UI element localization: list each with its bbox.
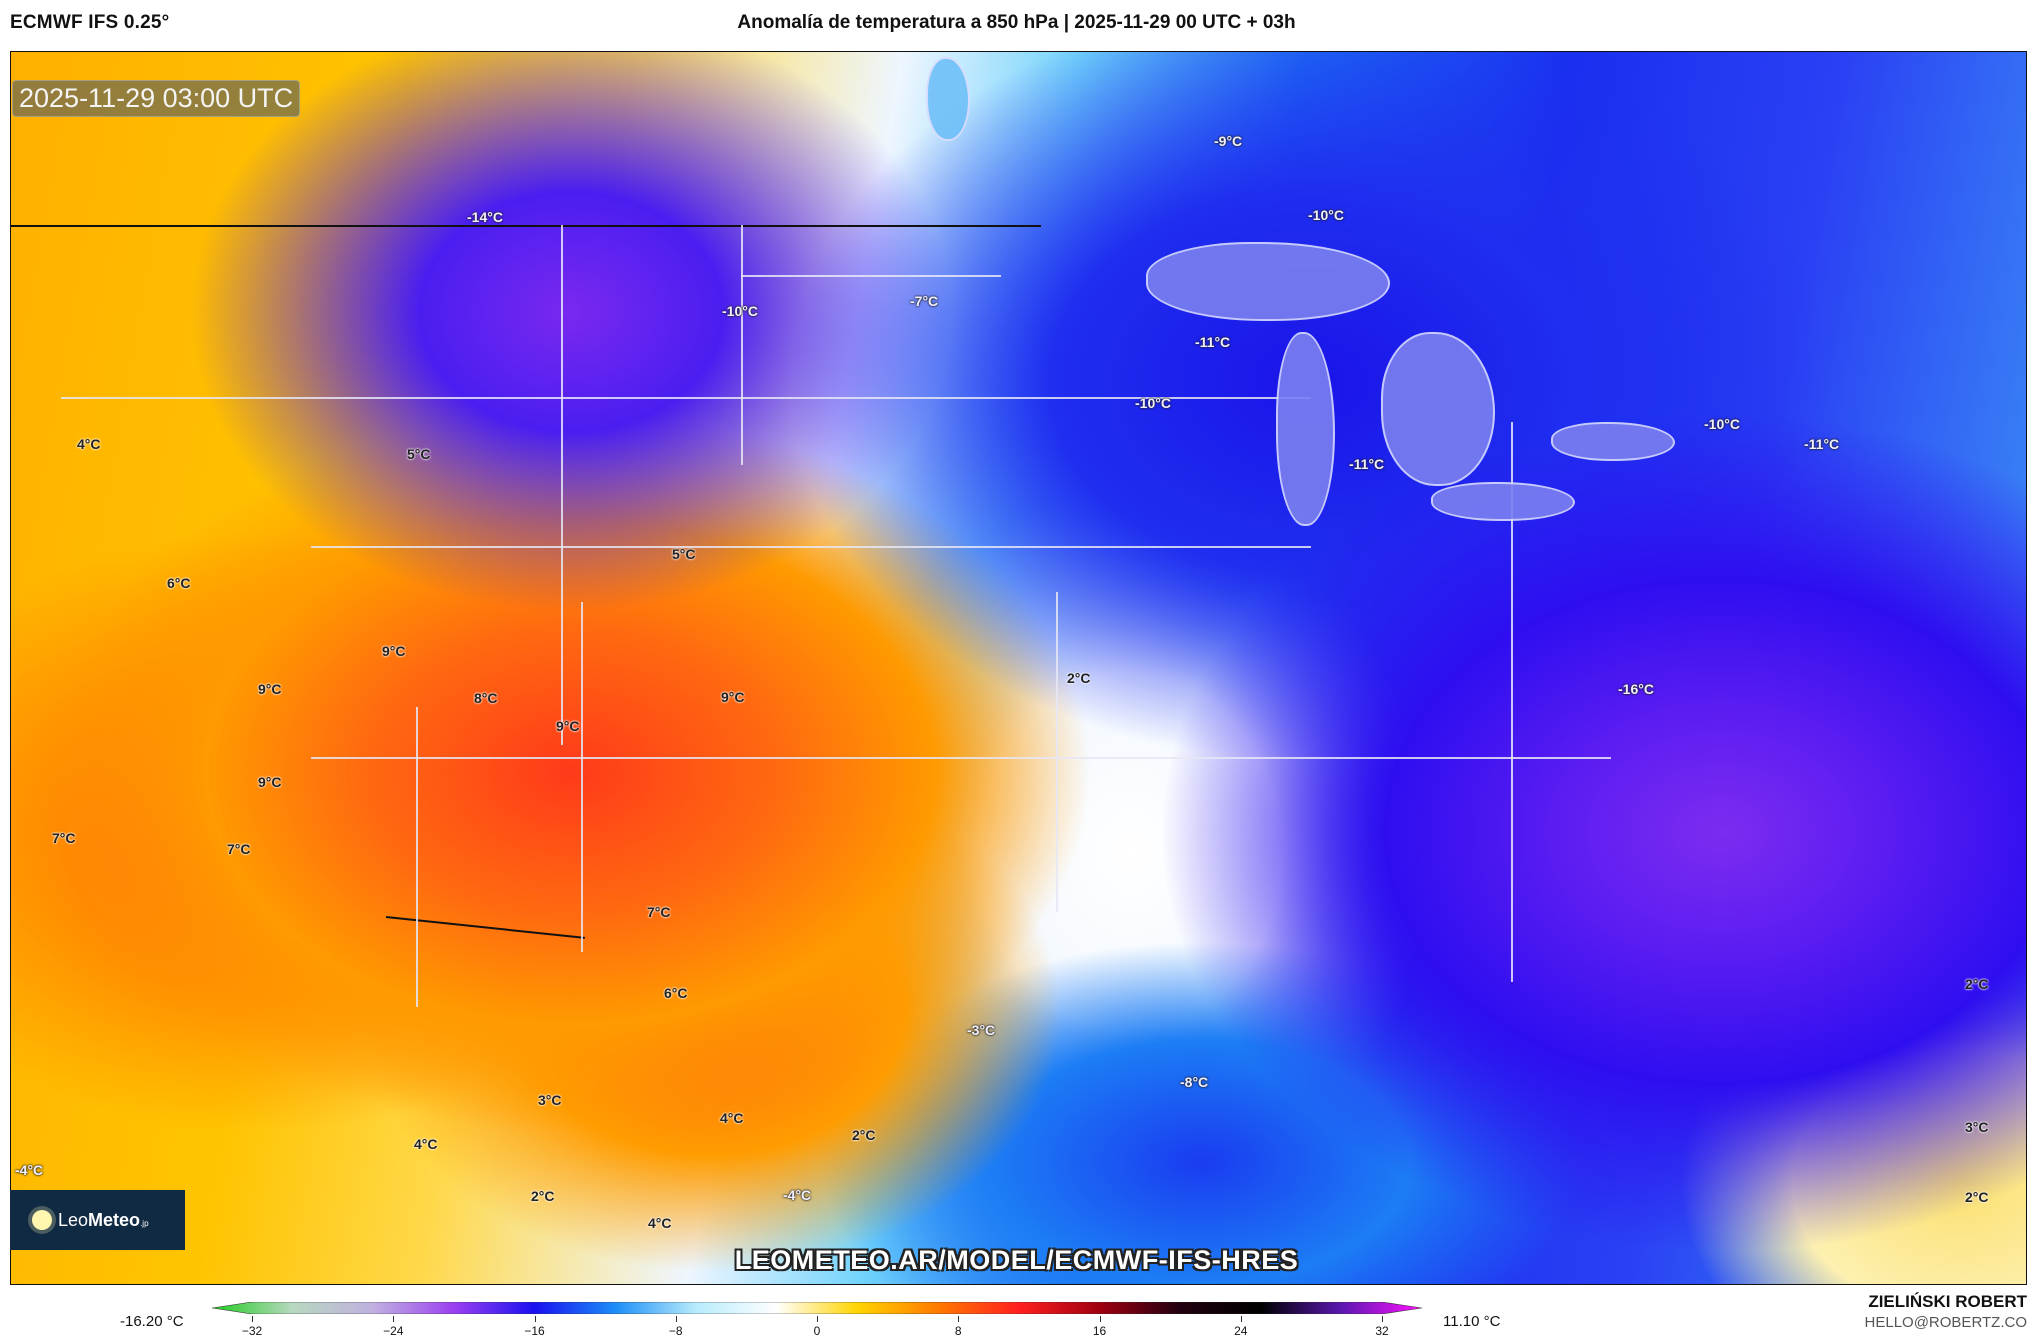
state-line xyxy=(61,397,1311,399)
temperature-label: 2°C xyxy=(1067,670,1091,686)
temperature-label: 7°C xyxy=(227,841,251,857)
valid-time-badge: 2025-11-29 03:00 UTC xyxy=(12,80,301,117)
lake-winnipeg xyxy=(926,57,970,141)
temperature-label: -7°C xyxy=(910,293,939,309)
temperature-label: -4°C xyxy=(15,1162,44,1178)
chart-title: Anomalía de temperatura a 850 hPa | 2025… xyxy=(737,12,1296,33)
colorbar-min-label: -16.20 °C xyxy=(120,1313,184,1330)
state-line xyxy=(561,225,563,745)
state-line xyxy=(1056,592,1058,912)
colorbar-tick-label: −8 xyxy=(668,1324,683,1338)
sun-icon xyxy=(32,1210,52,1230)
colorbar-tick xyxy=(958,1316,960,1322)
colorbar-tick-label: 24 xyxy=(1234,1324,1248,1338)
temperature-label: -3°C xyxy=(967,1022,996,1038)
colorbar-tick xyxy=(675,1316,677,1322)
temperature-label: -14°C xyxy=(467,209,503,225)
lake-huron xyxy=(1381,332,1495,486)
temperature-label: 6°C xyxy=(167,575,191,591)
colorbar-tick-label: −24 xyxy=(383,1324,404,1338)
temperature-label: -11°C xyxy=(1804,436,1840,452)
colorbar-tick-label: 32 xyxy=(1375,1324,1389,1338)
source-url-watermark: LEOMETEO.AR/MODEL/ECMWF-IFS-HRES xyxy=(734,1245,1299,1275)
colorbar-tick xyxy=(817,1316,818,1322)
colorbar-tick xyxy=(1382,1316,1383,1322)
temperature-label: 6°C xyxy=(664,985,688,1001)
colorbar-tick xyxy=(393,1316,395,1322)
temperature-label: 9°C xyxy=(382,643,406,659)
lake-erie xyxy=(1431,482,1575,521)
temperature-label: 4°C xyxy=(648,1215,672,1231)
temperature-label: 2°C xyxy=(1965,1189,1989,1205)
temperature-label: -10°C xyxy=(1308,207,1344,223)
colorbar-max-label: 11.10 °C xyxy=(1443,1313,1501,1330)
lake-ontario xyxy=(1551,422,1675,461)
credits: ZIELIŃSKI ROBERT HELLO@ROBERTZ.CO xyxy=(1865,1292,2027,1331)
temperature-label: 9°C xyxy=(721,689,745,705)
state-line xyxy=(741,225,743,465)
temperature-label: 4°C xyxy=(414,1136,438,1152)
temperature-anomaly-map xyxy=(10,51,2027,1285)
temperature-label: 4°C xyxy=(77,436,101,452)
colorbar-tick xyxy=(1240,1316,1242,1322)
temperature-label: 7°C xyxy=(647,904,671,920)
temperature-label: 2°C xyxy=(531,1188,555,1204)
temperature-label: -10°C xyxy=(1704,416,1740,432)
temperature-label: 4°C xyxy=(720,1110,744,1126)
logo-text: LeoMeteo.jp xyxy=(58,1209,149,1230)
temperature-label: -4°C xyxy=(783,1187,812,1203)
colorbar-tick xyxy=(252,1316,253,1322)
us-canada-border xyxy=(11,225,1041,227)
temperature-label: -8°C xyxy=(1180,1074,1209,1090)
temperature-label: -11°C xyxy=(1195,334,1231,350)
colorbar-tick-label: −16 xyxy=(524,1324,545,1338)
lake-superior xyxy=(1146,242,1390,321)
temperature-label: 2°C xyxy=(1965,976,1989,992)
colorbar-tick-label: 0 xyxy=(813,1324,821,1338)
state-line xyxy=(311,546,1311,548)
temperature-label: -10°C xyxy=(1135,395,1171,411)
author-email: HELLO@ROBERTZ.CO xyxy=(1864,1314,2027,1331)
state-line xyxy=(1511,422,1513,982)
model-name: ECMWF IFS 0.25° xyxy=(10,12,170,33)
temperature-label: 5°C xyxy=(407,446,431,462)
temperature-label: 3°C xyxy=(1965,1119,1989,1135)
colorbar-tick xyxy=(1099,1316,1101,1322)
colorbar xyxy=(212,1302,1422,1314)
temperature-label: 2°C xyxy=(852,1127,876,1143)
temperature-label: 9°C xyxy=(556,718,580,734)
state-line xyxy=(741,275,1001,277)
temperature-label: 9°C xyxy=(258,774,282,790)
state-line xyxy=(311,757,1611,759)
colorbar-tick-label: 16 xyxy=(1092,1324,1107,1338)
temperature-label: -16°C xyxy=(1618,681,1654,697)
author-name: ZIELIŃSKI ROBERT xyxy=(1868,1292,2027,1311)
leometeo-logo: LeoMeteo.jp xyxy=(10,1190,185,1250)
temperature-label: 5°C xyxy=(672,546,696,562)
temperature-label: 9°C xyxy=(258,681,282,697)
colorbar-tick xyxy=(534,1316,536,1322)
temperature-label: -10°C xyxy=(722,303,758,319)
temperature-label: 7°C xyxy=(52,830,76,846)
colorbar-tick-label: 8 xyxy=(954,1324,962,1338)
lake-michigan xyxy=(1276,332,1335,526)
temperature-label: -11°C xyxy=(1349,456,1385,472)
temperature-label: 3°C xyxy=(538,1092,562,1108)
temperature-label: -9°C xyxy=(1214,133,1243,149)
colorbar-tick-label: −32 xyxy=(241,1324,263,1338)
state-line xyxy=(581,602,583,952)
temperature-label: 8°C xyxy=(474,690,498,706)
state-line xyxy=(416,707,418,1007)
